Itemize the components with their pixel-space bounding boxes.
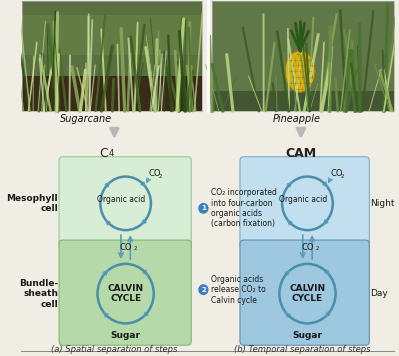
Text: Sugar: Sugar	[292, 331, 322, 340]
Text: 4: 4	[109, 149, 114, 158]
FancyBboxPatch shape	[59, 157, 191, 250]
Bar	[212, 1, 394, 111]
Bar	[212, 91, 394, 111]
Text: CAM: CAM	[285, 147, 316, 160]
Text: C: C	[99, 147, 108, 160]
Text: 2: 2	[316, 246, 320, 251]
FancyBboxPatch shape	[240, 240, 369, 345]
Text: Pineapple: Pineapple	[273, 114, 321, 124]
Text: Mesophyll
cell: Mesophyll cell	[6, 194, 58, 213]
FancyBboxPatch shape	[240, 157, 369, 250]
Text: (a) Spatial separation of steps: (a) Spatial separation of steps	[51, 345, 178, 354]
Text: CO: CO	[119, 242, 132, 251]
Text: Organic acid: Organic acid	[97, 195, 145, 204]
Circle shape	[198, 284, 209, 295]
Text: (b) Temporal separation of steps: (b) Temporal separation of steps	[233, 345, 370, 354]
Text: Organic acids
release CO₂ to
Calvin cycle: Organic acids release CO₂ to Calvin cycl…	[211, 275, 266, 305]
Circle shape	[198, 203, 209, 214]
Text: Sugarcane: Sugarcane	[60, 114, 112, 124]
Text: CO: CO	[331, 169, 343, 178]
Bar	[22, 77, 201, 111]
Text: 2: 2	[201, 287, 206, 293]
Text: Day: Day	[370, 289, 388, 298]
Text: CO: CO	[301, 242, 314, 251]
FancyBboxPatch shape	[59, 240, 191, 345]
Bar	[22, 1, 201, 111]
Text: Bundle-
sheath
cell: Bundle- sheath cell	[19, 279, 58, 309]
Text: Organic acid: Organic acid	[279, 195, 327, 204]
Text: CO₂ incorporated
into four-carbon
organic acids
(carbon fixation): CO₂ incorporated into four-carbon organi…	[211, 188, 277, 229]
Text: Night: Night	[370, 199, 395, 208]
Bar	[22, 1, 201, 111]
Text: 1: 1	[201, 205, 206, 211]
Ellipse shape	[285, 51, 315, 92]
Text: 2: 2	[134, 246, 138, 251]
Text: 2: 2	[159, 174, 162, 179]
Bar	[22, 15, 201, 54]
Text: CALVIN
CYCLE: CALVIN CYCLE	[289, 284, 326, 303]
Text: CO: CO	[149, 169, 161, 178]
Bar	[212, 1, 394, 111]
Text: 2: 2	[341, 174, 344, 179]
Text: CALVIN
CYCLE: CALVIN CYCLE	[108, 284, 144, 303]
Text: Sugar: Sugar	[111, 331, 140, 340]
